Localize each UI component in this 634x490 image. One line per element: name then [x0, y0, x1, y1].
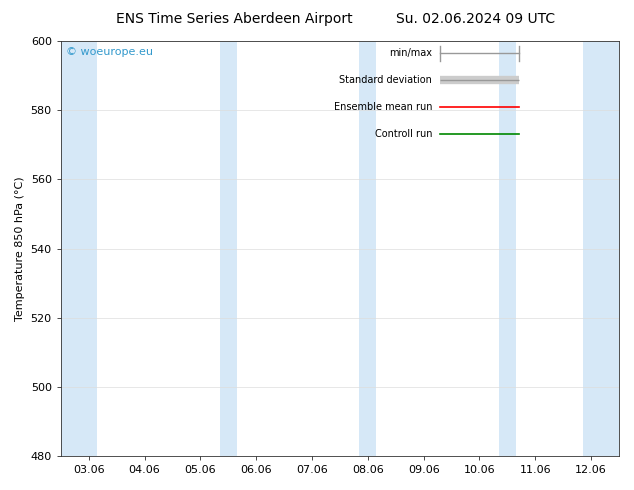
Y-axis label: Temperature 850 hPa (°C): Temperature 850 hPa (°C) — [15, 176, 25, 321]
Bar — [61, 41, 97, 456]
Text: min/max: min/max — [389, 49, 432, 58]
Text: © woeurope.eu: © woeurope.eu — [67, 47, 153, 57]
Bar — [359, 41, 376, 456]
Text: Controll run: Controll run — [375, 129, 432, 140]
Text: Standard deviation: Standard deviation — [339, 75, 432, 85]
Text: Ensemble mean run: Ensemble mean run — [333, 102, 432, 112]
Bar — [220, 41, 236, 456]
Text: ENS Time Series Aberdeen Airport: ENS Time Series Aberdeen Airport — [116, 12, 353, 26]
Text: Su. 02.06.2024 09 UTC: Su. 02.06.2024 09 UTC — [396, 12, 555, 26]
Bar — [583, 41, 619, 456]
Bar — [499, 41, 515, 456]
